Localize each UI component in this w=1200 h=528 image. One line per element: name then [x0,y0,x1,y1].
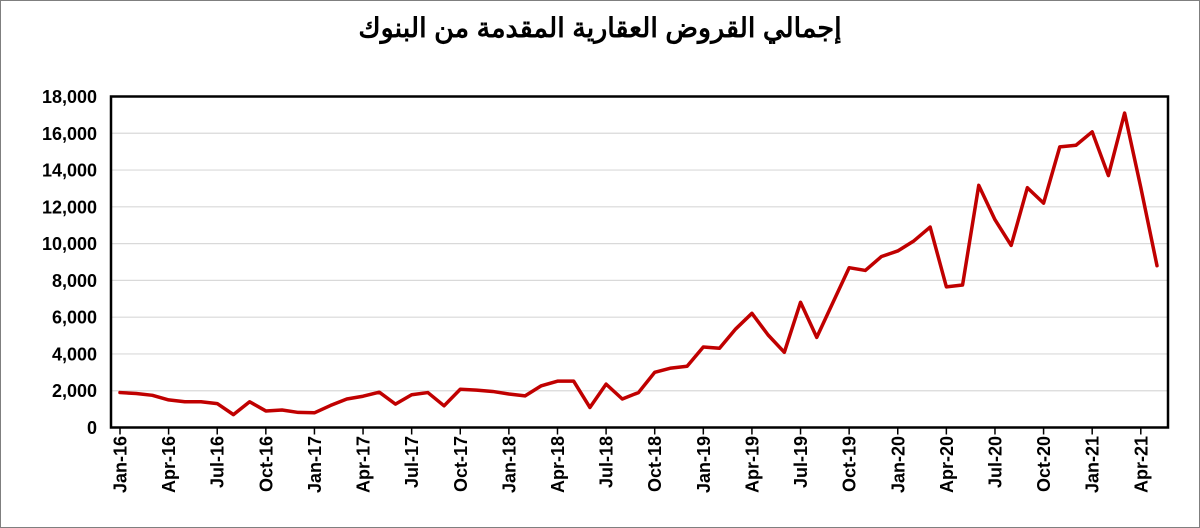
y-axis-label: 18,000 [42,87,97,107]
chart-title: إجمالي القروض العقارية المقدمة من البنوك [358,13,842,43]
x-axis-label: Apr-21 [1131,436,1151,493]
y-axis-label: 14,000 [42,161,97,181]
x-axis-label: Apr-19 [742,436,762,493]
y-axis-label: 6,000 [52,308,97,328]
y-axis-label: 16,000 [42,124,97,144]
x-axis-label: Jul-17 [402,436,422,488]
x-axis-label: Oct-20 [1034,436,1054,492]
x-axis-label: Oct-18 [645,436,665,492]
x-axis-label: Apr-17 [354,436,374,493]
x-axis-label: Jul-16 [208,436,228,488]
x-axis-label: Oct-16 [256,436,276,492]
y-axis-label: 10,000 [42,234,97,254]
y-axis-label: 12,000 [42,197,97,217]
plot-area-border [109,95,1170,429]
x-axis-label: Jan-16 [111,436,131,493]
y-axis-label: 0 [87,418,97,438]
y-axis-label: 8,000 [52,271,97,291]
x-axis-label: Jan-18 [499,436,519,493]
x-axis-label: Jan-21 [1083,436,1103,493]
x-axis-label: Jul-18 [597,436,617,488]
x-axis-label: Jan-20 [888,436,908,493]
x-axis-label: Apr-20 [937,436,957,493]
x-axis-label: Oct-19 [840,436,860,492]
x-axis-label: Apr-16 [159,436,179,493]
x-axis-label: Jan-19 [694,436,714,493]
x-axis-label: Jul-20 [985,436,1005,488]
x-axis-label: Oct-17 [451,436,471,492]
x-axis-label: Apr-18 [548,436,568,493]
x-axis-label: Jul-19 [791,436,811,488]
x-axis-label: Jan-17 [305,436,325,493]
y-axis-label: 4,000 [52,344,97,364]
data-line [118,111,1159,417]
y-axis-label: 2,000 [52,381,97,401]
